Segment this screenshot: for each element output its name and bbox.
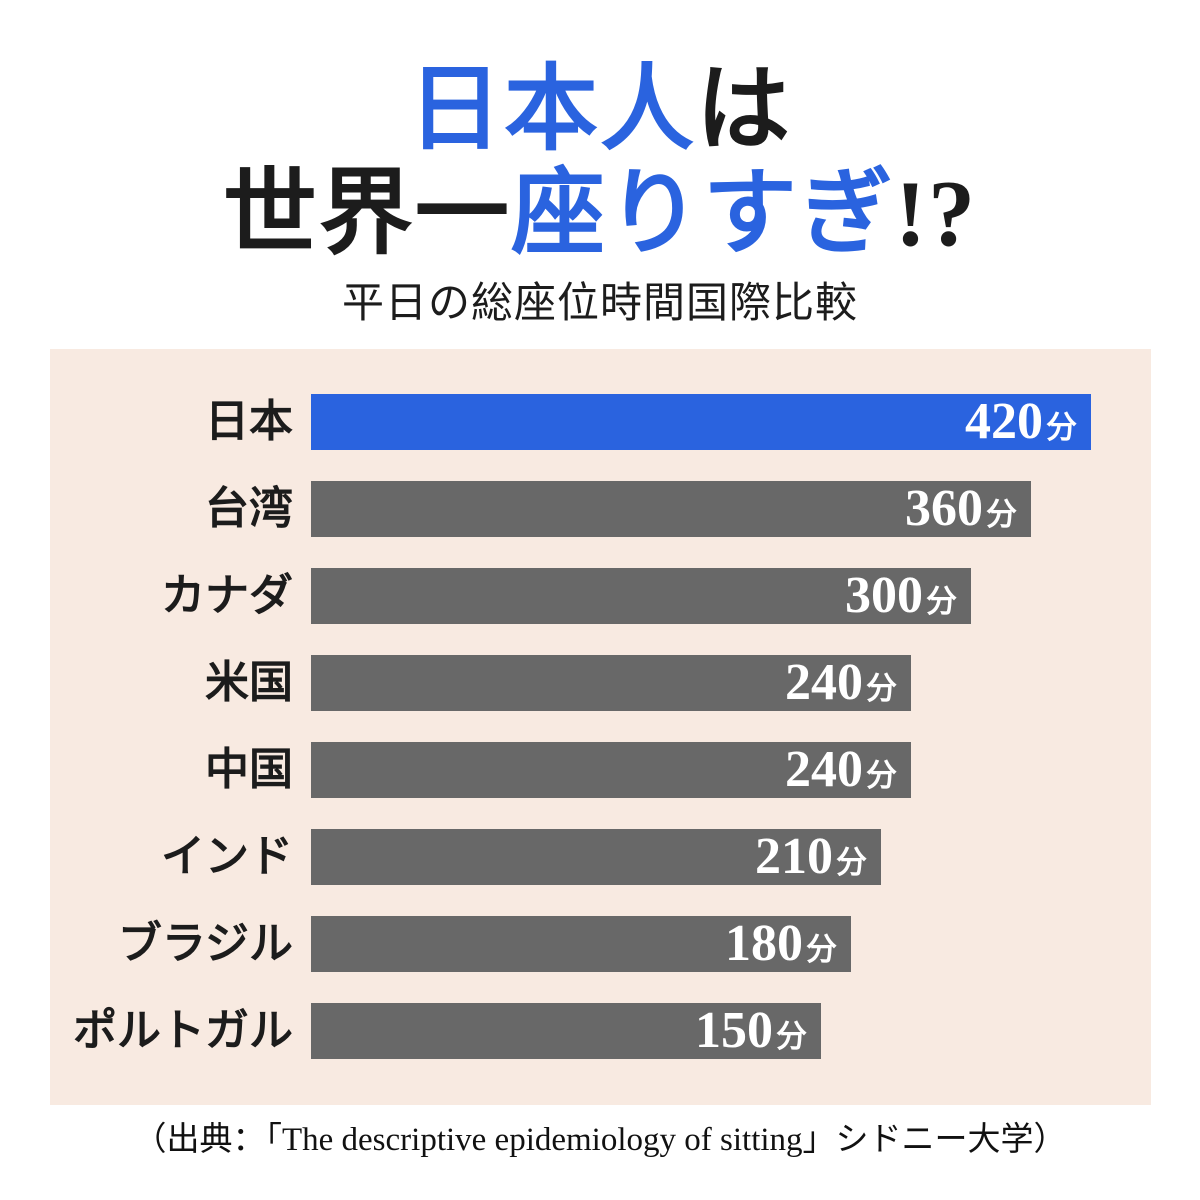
country-label: 日本 bbox=[205, 397, 293, 446]
bar-value-group: 150 分 bbox=[695, 1005, 807, 1057]
bar-unit: 分 bbox=[1046, 410, 1077, 445]
bar: 360 分 bbox=[311, 481, 1031, 537]
bar: 150 分 bbox=[311, 1003, 821, 1059]
bar-value: 300 bbox=[845, 567, 923, 624]
bar-row: 日本 420 分 bbox=[50, 394, 1151, 450]
bar-value-group: 420 分 bbox=[965, 396, 1077, 448]
chart-subtitle: 平日の総座位時間国際比較 bbox=[341, 281, 858, 327]
page-title-line-1: 日本人は bbox=[0, 58, 1200, 162]
bar-value-group: 360 分 bbox=[905, 483, 1017, 535]
title-particle-wa: は bbox=[696, 58, 793, 162]
bar-value-group: 240 分 bbox=[785, 744, 897, 796]
bar-row: インド 210 分 bbox=[50, 829, 1151, 885]
bar-unit: 分 bbox=[776, 1019, 807, 1054]
bar-row: カナダ 300 分 bbox=[50, 568, 1151, 624]
country-label: 台湾 bbox=[205, 484, 293, 533]
bar-value: 360 bbox=[905, 480, 983, 537]
bar-value-group: 240 分 bbox=[785, 657, 897, 709]
title-text-exclamation: !? bbox=[894, 162, 978, 266]
source-citation: （出典：「The descriptive epidemiology of sit… bbox=[133, 1122, 1067, 1158]
bar-unit: 分 bbox=[986, 497, 1017, 532]
bar-row: ブラジル 180 分 bbox=[50, 916, 1151, 972]
header: 日本人は 世界一座りすぎ!? 平日の総座位時間国際比較 bbox=[0, 0, 1200, 328]
bar-chart: 日本 420 分台湾 360 分カナダ 300 分米国 240 分中国 240 分インド 210 分ブラ… bbox=[50, 349, 1151, 1105]
bar-value: 240 bbox=[785, 741, 863, 798]
country-label: インド bbox=[161, 832, 293, 881]
bar: 180 分 bbox=[311, 916, 851, 972]
bar-row: 米国 240 分 bbox=[50, 655, 1151, 711]
bar-unit: 分 bbox=[836, 845, 867, 880]
bar-unit: 分 bbox=[806, 932, 837, 967]
bar: 210 分 bbox=[311, 829, 881, 885]
country-label: ブラジル bbox=[117, 919, 293, 968]
page-title-line-2: 世界一座りすぎ!? bbox=[0, 162, 1200, 266]
bar-value-group: 210 分 bbox=[755, 831, 867, 883]
bar-value: 240 bbox=[785, 654, 863, 711]
title-emphasis-sitting-too-much: 座りすぎ bbox=[510, 162, 895, 266]
bar-value: 210 bbox=[755, 828, 833, 885]
bar-value-group: 180 分 bbox=[725, 918, 837, 970]
bar-value-group: 300 分 bbox=[845, 570, 957, 622]
country-label: カナダ bbox=[161, 571, 293, 620]
bar: 300 分 bbox=[311, 568, 971, 624]
bar: 240 分 bbox=[311, 742, 911, 798]
bar-value: 180 bbox=[725, 915, 803, 972]
bar-row: ポルトガル 150 分 bbox=[50, 1003, 1151, 1059]
bar-highlight: 420 分 bbox=[311, 394, 1091, 450]
bar-row: 中国 240 分 bbox=[50, 742, 1151, 798]
country-label: 米国 bbox=[205, 658, 293, 707]
title-emphasis-japanese-people: 日本人 bbox=[407, 58, 696, 162]
bar-unit: 分 bbox=[926, 584, 957, 619]
bar-row: 台湾 360 分 bbox=[50, 481, 1151, 537]
country-label: ポルトガル bbox=[73, 1006, 293, 1055]
bar: 240 分 bbox=[311, 655, 911, 711]
title-text-world-number-one: 世界一 bbox=[222, 162, 511, 266]
bar-unit: 分 bbox=[866, 758, 897, 793]
bar-unit: 分 bbox=[866, 671, 897, 706]
country-label: 中国 bbox=[205, 745, 293, 794]
bar-value: 420 bbox=[965, 393, 1043, 450]
bar-value: 150 bbox=[695, 1002, 773, 1059]
